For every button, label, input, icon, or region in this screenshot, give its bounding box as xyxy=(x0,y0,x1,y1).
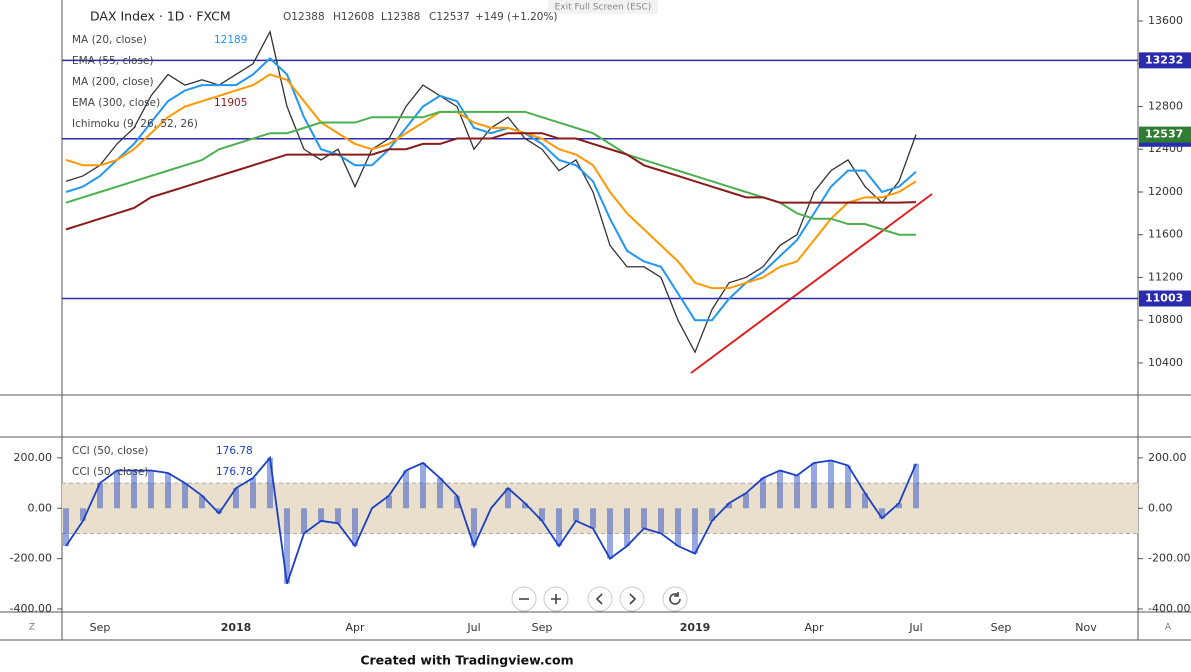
y-tick-label: -400.00 xyxy=(10,602,52,615)
x-tick-label: 2018 xyxy=(221,621,252,634)
ohlc-value: O12388 xyxy=(283,11,325,23)
price-badge-label: 11003 xyxy=(1145,292,1183,305)
price-badge xyxy=(1139,290,1191,307)
footer: Created with Tradingview.com xyxy=(360,653,573,668)
x-tick-label: Jul xyxy=(908,621,922,634)
legend-value: 176.78 xyxy=(216,445,253,457)
y-tick-label: 11200 xyxy=(1148,270,1183,283)
legend-entry: MA (200, close) xyxy=(72,76,154,88)
x-tick-label: Sep xyxy=(90,621,111,634)
ohlc-value: +149 (+1.20%) xyxy=(475,11,558,23)
x-tick-label: Nov xyxy=(1075,621,1097,634)
chart-title: DAX Index · 1D · FXCM xyxy=(90,9,231,24)
zoom-controls xyxy=(511,586,688,612)
indicator-line xyxy=(65,455,917,585)
ohlc-value: C12537 xyxy=(429,11,470,23)
legend-value: 12189 xyxy=(214,34,247,46)
x-tick-label: Apr xyxy=(804,621,824,634)
legend-entry: Ichimoku (9, 26, 52, 26) xyxy=(72,118,198,130)
y-tick-label: -400.00 xyxy=(1148,602,1190,615)
y-tick-label: 11600 xyxy=(1148,228,1183,241)
y-tick-label: -200.00 xyxy=(1148,552,1190,565)
x-tick-label: Sep xyxy=(991,621,1012,634)
legend-entry: CCI (50, close) xyxy=(72,445,148,457)
y-tick-label: 0.00 xyxy=(28,501,53,514)
price-badge-label: 13232 xyxy=(1145,53,1183,66)
exit-fullscreen-button[interactable] xyxy=(548,0,658,14)
legend-entry: EMA (300, close) xyxy=(72,97,160,109)
indicator-line xyxy=(65,57,917,322)
y-tick-label: 12000 xyxy=(1148,185,1183,198)
button-label[interactable]: A xyxy=(1165,623,1172,633)
indicator-line xyxy=(65,132,917,231)
reset-button[interactable] xyxy=(662,586,688,612)
last-price-label: 12537 xyxy=(1145,128,1183,141)
price-badge xyxy=(1139,52,1191,69)
x-tick-label: Apr xyxy=(345,621,365,634)
exit-fullscreen-label[interactable]: Exit Full Screen (ESC) xyxy=(555,3,652,13)
trend-line xyxy=(690,193,933,374)
legend-value: 11905 xyxy=(214,97,247,109)
legend-entry: MA (20, close) xyxy=(72,34,147,46)
ohlc-value: H12608 xyxy=(333,11,374,23)
y-tick-label: 0.00 xyxy=(1148,501,1173,514)
scroll-right-button[interactable] xyxy=(619,586,645,612)
legend-entry: EMA (55, close) xyxy=(72,55,154,67)
indicator-line xyxy=(65,73,917,290)
x-tick-label: 2019 xyxy=(680,621,711,634)
y-tick-label: 10800 xyxy=(1148,313,1183,326)
button-label[interactable]: Z xyxy=(29,623,35,633)
y-tick-label: 13600 xyxy=(1148,14,1183,27)
ohlc-value: L12388 xyxy=(381,11,420,23)
scroll-left-button[interactable] xyxy=(587,586,613,612)
x-tick-label: Jul xyxy=(466,621,480,634)
cci-band xyxy=(62,483,1138,534)
y-tick-label: 12800 xyxy=(1148,100,1183,113)
y-tick-label: -200.00 xyxy=(10,552,52,565)
legend-entry: CCI (50, close) xyxy=(72,466,148,478)
last-price-badge xyxy=(1139,126,1191,143)
y-tick-label: 200.00 xyxy=(14,451,53,464)
y-tick-label: 200.00 xyxy=(1148,451,1187,464)
y-tick-label: 10400 xyxy=(1148,356,1183,369)
x-tick-label: Sep xyxy=(532,621,553,634)
control-icons xyxy=(519,592,681,605)
legend-value: 176.78 xyxy=(216,466,253,478)
